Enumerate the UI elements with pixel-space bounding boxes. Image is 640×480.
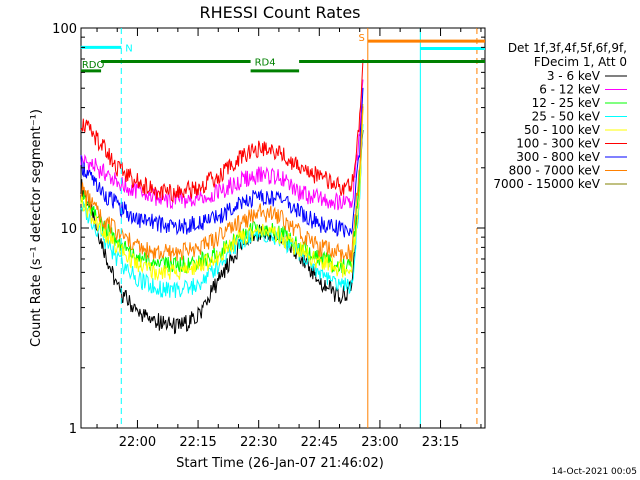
- legend-header-line: FDecim 1, Att 0: [534, 55, 627, 69]
- x-tick-label: 23:00: [361, 435, 398, 450]
- legend-label: 50 - 100 keV: [524, 123, 601, 137]
- x-tick-label: 22:00: [119, 435, 156, 450]
- x-tick-label: 22:30: [240, 435, 277, 450]
- series-line: [80, 58, 364, 203]
- y-axis-label: Count Rate (s⁻¹ detector segment⁻¹): [29, 109, 44, 347]
- y-tick-label: 10: [60, 222, 77, 237]
- series-line: [80, 87, 364, 238]
- chart-title: RHESSI Count Rates: [200, 3, 361, 22]
- footer-timestamp: 14-Oct-2021 00:05: [552, 467, 637, 477]
- series-line: [80, 124, 364, 299]
- x-axis-label: Start Time (26-Jan-07 21:46:02): [176, 456, 384, 471]
- legend-label: 7000 - 15000 keV: [493, 177, 600, 191]
- legend-header-line: Det 1f,3f,4f,5f,6f,9f,: [508, 41, 627, 55]
- annotation-label: N: [125, 43, 132, 54]
- legend-label: 100 - 300 keV: [516, 137, 600, 151]
- y-tick-label: 100: [52, 22, 77, 37]
- x-axis: 22:00 22:15 22:30 22:45 23:00 23:15: [96, 28, 482, 450]
- annotation-label: S: [358, 33, 364, 44]
- annotation-layer: N RDO RD4 S: [80, 28, 485, 428]
- series-line: [80, 79, 364, 211]
- legend-label: 800 - 7000 keV: [509, 164, 601, 178]
- x-tick-label: 23:15: [422, 435, 459, 450]
- plot-area: N RDO RD4 S: [80, 27, 486, 429]
- series-line: [80, 103, 364, 282]
- legend-label: 6 - 12 keV: [539, 83, 601, 97]
- series-layer: [80, 58, 364, 335]
- x-tick-label: 22:45: [301, 435, 338, 450]
- legend-label: 300 - 800 keV: [516, 150, 600, 164]
- y-axis: 1 10 100: [52, 22, 485, 437]
- series-line: [80, 108, 364, 275]
- y-tick-label: 1: [69, 422, 77, 437]
- x-tick-label: 22:15: [179, 435, 216, 450]
- legend: Det 1f,3f,4f,5f,6f,9f,FDecim 1, Att 03 -…: [493, 41, 627, 191]
- series-line: [80, 106, 364, 262]
- legend-label: 25 - 50 keV: [532, 110, 601, 124]
- series-line: [80, 130, 364, 335]
- annotation-label: RD4: [255, 57, 276, 68]
- legend-label: 12 - 25 keV: [532, 96, 601, 110]
- legend-label: 3 - 6 keV: [547, 69, 601, 83]
- annotation-label: RDO: [82, 60, 105, 71]
